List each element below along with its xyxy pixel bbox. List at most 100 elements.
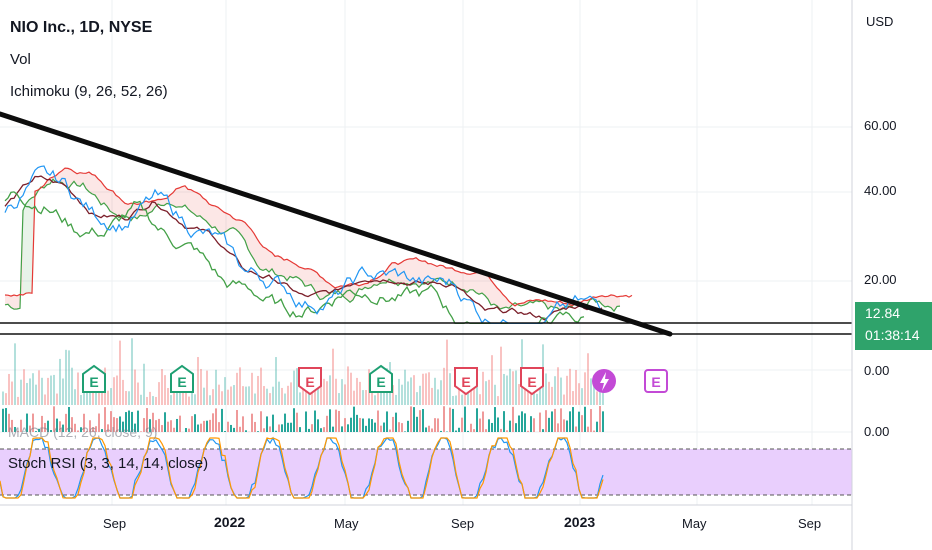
macd-bar bbox=[101, 429, 103, 432]
macd-bar bbox=[353, 406, 355, 432]
volume-bar bbox=[260, 367, 262, 405]
cloud-segment bbox=[65, 168, 68, 190]
cloud-segment bbox=[416, 257, 419, 288]
cloud-segment bbox=[176, 188, 179, 208]
macd-bar bbox=[476, 408, 478, 432]
volume-bar bbox=[359, 381, 361, 405]
cloud-segment bbox=[95, 175, 98, 200]
volume-bar bbox=[482, 371, 484, 405]
cloud-segment bbox=[248, 226, 251, 255]
macd-legend[interactable]: MACD (12, 26, close, 9) bbox=[8, 424, 158, 440]
earnings-icon bbox=[644, 369, 668, 393]
macd-bar bbox=[119, 416, 121, 432]
volume-legend[interactable]: Vol bbox=[10, 51, 31, 68]
volume-bar bbox=[248, 386, 250, 405]
macd-bar bbox=[455, 430, 457, 432]
volume-bar bbox=[566, 375, 568, 405]
cloud-segment bbox=[599, 295, 602, 305]
volume-bar bbox=[593, 375, 595, 405]
volume-bar bbox=[509, 368, 511, 405]
cloud-segment bbox=[440, 265, 443, 282]
macd-bar bbox=[68, 406, 70, 432]
volume-bar bbox=[545, 373, 547, 405]
price-tick-20: 20.00 bbox=[864, 272, 897, 287]
macd-bar bbox=[200, 423, 202, 432]
volume-bar bbox=[299, 392, 301, 405]
macd-bar bbox=[233, 427, 235, 432]
cloud-segment bbox=[347, 283, 350, 303]
macd-bar bbox=[278, 424, 280, 432]
cloud-segment bbox=[287, 259, 290, 281]
macd-bar bbox=[548, 417, 550, 432]
macd-bar bbox=[488, 419, 490, 432]
cloud-segment bbox=[413, 257, 416, 284]
macd-bar bbox=[443, 406, 445, 432]
macd-bar bbox=[281, 424, 283, 432]
macd-bar bbox=[500, 428, 502, 432]
cloud-segment bbox=[293, 262, 296, 278]
volume-bar bbox=[275, 357, 277, 405]
macd-bar bbox=[104, 407, 106, 432]
cloud-segment bbox=[362, 283, 365, 290]
macd-bar bbox=[311, 424, 313, 432]
volume-bar bbox=[491, 355, 493, 405]
macd-bar bbox=[389, 429, 391, 432]
cloud-segment bbox=[221, 209, 224, 235]
volume-bar bbox=[332, 348, 334, 405]
macd-bar bbox=[161, 425, 163, 432]
volume-bar bbox=[560, 377, 562, 405]
macd-bar bbox=[308, 428, 310, 432]
cloud-segment bbox=[83, 173, 86, 189]
macd-bar bbox=[170, 420, 172, 432]
cloud-segment bbox=[116, 195, 119, 218]
macd-bar bbox=[164, 412, 166, 432]
earnings-marker-2: E bbox=[298, 367, 322, 396]
macd-bar bbox=[194, 414, 196, 432]
volume-bar bbox=[98, 384, 100, 405]
cloud-segment bbox=[239, 220, 242, 237]
volume-bar bbox=[170, 395, 172, 405]
cloud-segment bbox=[392, 262, 395, 283]
cloud-segment bbox=[278, 255, 281, 276]
earnings-marker-7: E bbox=[644, 369, 668, 393]
volume-bar bbox=[155, 396, 157, 405]
macd-bar bbox=[203, 420, 205, 432]
cloud-segment bbox=[161, 198, 164, 206]
macd-bar bbox=[146, 408, 148, 432]
volume-bar bbox=[407, 381, 409, 405]
volume-bar bbox=[215, 369, 217, 405]
volume-bar bbox=[449, 373, 451, 405]
macd-bar bbox=[428, 425, 430, 432]
cloud-segment bbox=[509, 301, 512, 309]
volume-bar bbox=[14, 343, 16, 405]
ichimoku-legend[interactable]: Ichimoku (9, 26, 52, 26) bbox=[10, 83, 168, 100]
macd-bar bbox=[401, 423, 403, 432]
macd-bar bbox=[527, 430, 529, 432]
macd-bar bbox=[83, 413, 85, 432]
macd-bar bbox=[482, 411, 484, 432]
earnings-marker-6 bbox=[592, 369, 616, 393]
symbol-title[interactable]: NIO Inc., 1D, NYSE bbox=[10, 19, 153, 36]
macd-bar bbox=[71, 417, 73, 432]
volume-bar bbox=[350, 372, 352, 405]
macd-bar bbox=[218, 422, 220, 432]
descending-trendline[interactable] bbox=[0, 111, 673, 337]
macd-bar bbox=[35, 431, 37, 432]
cloud-segment bbox=[11, 295, 14, 310]
volume-bar bbox=[197, 357, 199, 405]
stoch-rsi-legend[interactable]: Stoch RSI (3, 3, 14, 14, close) bbox=[8, 455, 209, 472]
macd-bar bbox=[128, 410, 130, 432]
macd-bar bbox=[458, 427, 460, 432]
volume-bar bbox=[281, 387, 283, 405]
cloud-segment bbox=[404, 259, 407, 285]
earnings-marker-4: E bbox=[454, 367, 478, 396]
volume-bar bbox=[101, 391, 103, 405]
cloud-segment bbox=[77, 172, 80, 187]
volume-bar bbox=[56, 393, 58, 405]
volume-bar bbox=[512, 371, 514, 405]
volume-bar bbox=[278, 381, 280, 405]
cloud-segment bbox=[260, 243, 263, 271]
macd-bar bbox=[539, 412, 541, 432]
cloud-segment bbox=[407, 258, 410, 286]
volume-bar bbox=[476, 370, 478, 405]
